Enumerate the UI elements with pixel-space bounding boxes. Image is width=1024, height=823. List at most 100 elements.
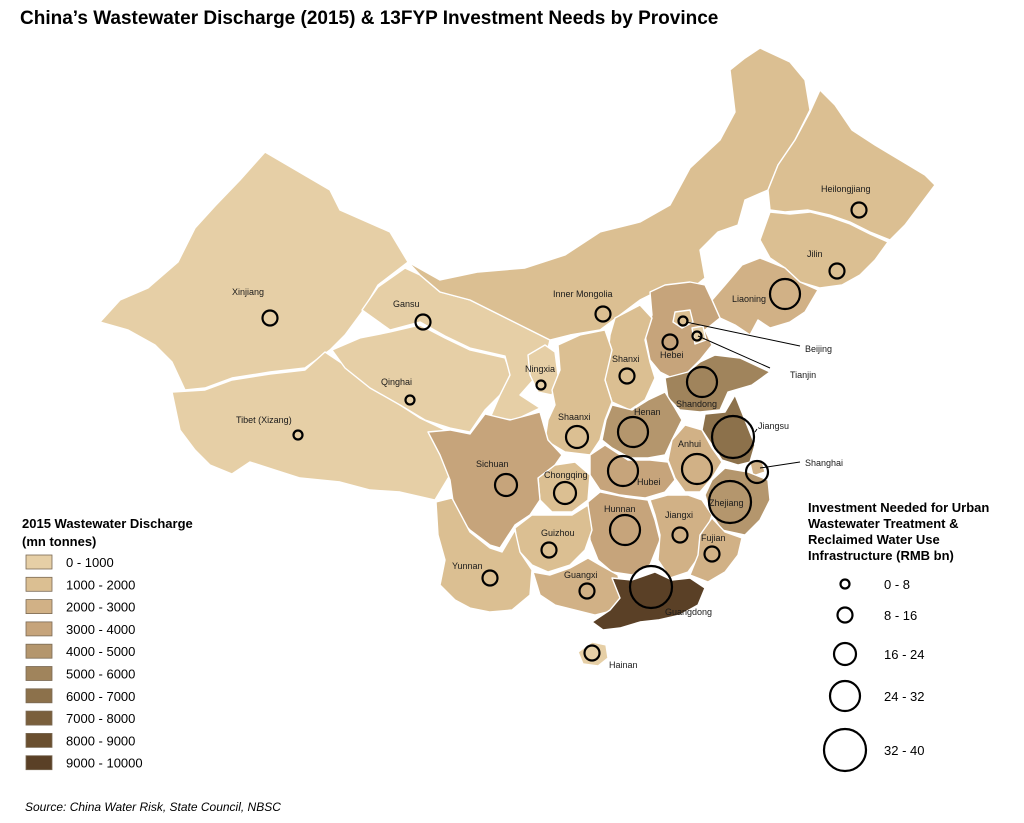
province-guangdong[interactable] [591, 571, 706, 631]
bubble-shanghai[interactable] [744, 459, 770, 485]
province-hunnan[interactable] [587, 491, 661, 576]
bubble-beijing[interactable] [677, 315, 689, 327]
investment-bubbles [261, 201, 868, 662]
legend-label-0: 0 - 1000 [66, 555, 114, 570]
province-shaanxi[interactable] [544, 329, 613, 456]
label-shaanxi: Shaanxi [558, 412, 591, 422]
province-guizhou[interactable] [514, 504, 593, 573]
bubble-jilin[interactable] [828, 262, 846, 280]
bubble-inner-mongolia[interactable] [594, 305, 612, 323]
legend-swatch-2 [25, 599, 53, 614]
label-xinjiang: Xinjiang [232, 287, 264, 297]
legend-bubble-4 [822, 727, 868, 773]
map-title: China’s Wastewater Discharge (2015) & 13… [20, 8, 719, 29]
bubble-liaoning[interactable] [768, 277, 802, 311]
label-zhejiang: Zhejiang [709, 498, 744, 508]
label-shandong: Shandong [676, 399, 717, 409]
legend-label-3: 3000 - 4000 [66, 622, 135, 637]
legend-swatch-7 [25, 710, 53, 726]
legend-discharge-title: 2015 Wastewater Discharge [22, 516, 193, 531]
province-yunnan[interactable] [435, 497, 533, 613]
legend-bubble-0 [839, 578, 851, 590]
province-anhui[interactable] [667, 424, 723, 493]
bubble-tibet[interactable] [292, 429, 304, 441]
legend-bubble-3 [828, 679, 862, 713]
bubble-chongqing[interactable] [552, 480, 578, 506]
bubble-qinghai[interactable] [404, 394, 416, 406]
label-tibet: Tibet (Xizang) [236, 415, 292, 425]
bubble-guangxi[interactable] [578, 582, 596, 600]
bubble-heilongjiang[interactable] [850, 201, 868, 219]
province-tibet[interactable] [171, 351, 451, 501]
bubble-sichuan[interactable] [493, 472, 519, 498]
bubble-shandong[interactable] [685, 365, 719, 399]
label-shanxi: Shanxi [612, 354, 640, 364]
label-gansu: Gansu [393, 299, 420, 309]
legend-label-5: 5000 - 6000 [66, 667, 135, 682]
legend-swatch-6 [25, 688, 53, 704]
label-jilin: Jilin [807, 249, 823, 259]
bubble-hebei[interactable] [661, 333, 679, 351]
bubble-gansu[interactable] [414, 313, 432, 331]
bubble-shaanxi[interactable] [564, 424, 590, 450]
label-guizhou: Guizhou [541, 528, 575, 538]
legend-investment: Investment Needed for Urban Wastewater T… [808, 500, 989, 773]
province-hebei[interactable] [644, 281, 721, 379]
province-labels: Xinjiang Tibet (Xizang) Qinghai Gansu In… [232, 184, 871, 670]
legend-investment-title-1: Investment Needed for Urban [808, 500, 989, 515]
bubble-hainan[interactable] [583, 644, 601, 662]
bubble-guangdong[interactable] [628, 564, 674, 610]
leader-jiangsu [754, 428, 758, 433]
legend-swatch-9 [25, 755, 53, 771]
legend-label-9: 9000 - 10000 [66, 756, 143, 771]
province-chongqing[interactable] [537, 461, 591, 513]
source-note: Source: China Water Risk, State Council,… [25, 800, 281, 814]
legend-swatch-0 [25, 554, 53, 570]
legend-swatch-5 [25, 666, 53, 681]
province-tianjin[interactable] [691, 325, 707, 345]
label-guangxi: Guangxi [564, 570, 598, 580]
legend-label-6: 6000 - 7000 [66, 689, 135, 704]
bubble-zhejiang[interactable] [707, 479, 753, 525]
bubble-jiangxi[interactable] [671, 526, 689, 544]
provinces-layer [99, 47, 936, 667]
bubble-yunnan[interactable] [481, 569, 499, 587]
legend-investment-title-3: Reclaimed Water Use [808, 532, 940, 547]
label-tianjin: Tianjin [790, 370, 816, 380]
bubble-shanxi[interactable] [618, 367, 636, 385]
province-heilongjiang[interactable] [767, 89, 936, 241]
bubble-hubei[interactable] [606, 454, 640, 488]
province-jilin[interactable] [759, 211, 889, 289]
bubble-tianjin[interactable] [691, 330, 703, 342]
bubble-fujian[interactable] [703, 545, 721, 563]
legend-bubble-2 [832, 641, 858, 667]
label-qinghai: Qinghai [381, 377, 412, 387]
legend-label-7: 7000 - 8000 [66, 711, 135, 726]
bubble-xinjiang[interactable] [261, 309, 279, 327]
legend-label-4: 4000 - 5000 [66, 644, 135, 659]
bubble-hunnan[interactable] [608, 513, 642, 547]
legend-swatch-4 [25, 643, 53, 659]
label-hebei: Hebei [660, 350, 684, 360]
province-hubei[interactable] [589, 444, 676, 499]
label-fujian: Fujian [701, 533, 726, 543]
legend-swatch-8 [25, 733, 53, 748]
legend-bubble-label-2: 16 - 24 [884, 647, 924, 662]
bubble-anhui[interactable] [680, 452, 714, 486]
label-ningxia: Ningxia [525, 364, 555, 374]
label-hubei: Hubei [637, 477, 661, 487]
province-fujian[interactable] [689, 517, 743, 583]
legend-label-1: 1000 - 2000 [66, 577, 135, 592]
leader-beijing [685, 321, 801, 347]
legend-swatch-3 [25, 621, 53, 637]
label-hunnan: Hunnan [604, 504, 636, 514]
bubble-guizhou[interactable] [540, 541, 558, 559]
label-sichuan: Sichuan [476, 459, 509, 469]
label-shanghai: Shanghai [805, 458, 843, 468]
legend-bubble-label-3: 24 - 32 [884, 689, 924, 704]
bubble-henan[interactable] [616, 415, 650, 449]
label-inner-mongolia: Inner Mongolia [553, 289, 613, 299]
bubble-jiangsu[interactable] [710, 414, 756, 460]
bubble-ningxia[interactable] [535, 379, 547, 391]
